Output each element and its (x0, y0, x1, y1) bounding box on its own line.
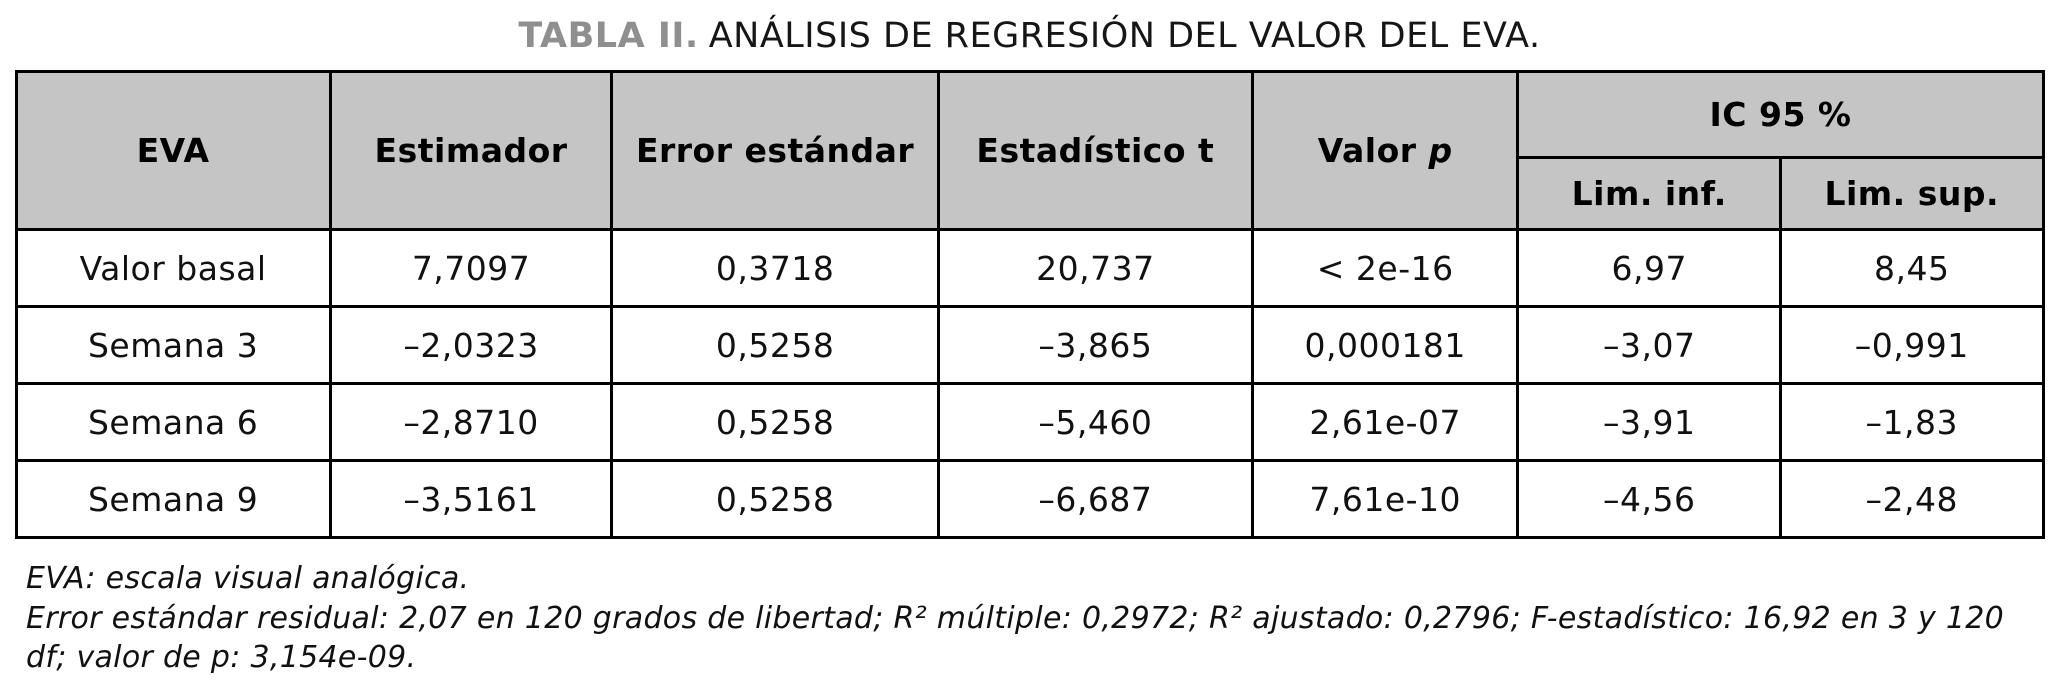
cell-eva: Semana 3 (14, 305, 332, 385)
regression-table: EVA Estimador Error estándar Estadístico… (14, 70, 2045, 539)
footnote-regression-stats: Error estándar residual: 2,07 en 120 gra… (26, 600, 2005, 676)
col-header-estadistico-t: Estadístico t (936, 70, 1254, 231)
table-row-semana-3: Semana 3 –2,0323 0,5258 –3,865 0,000181 … (14, 305, 2045, 385)
cell-estimador: –2,8710 (328, 382, 614, 462)
table-row-valor-basal: Valor basal 7,7097 0,3718 20,737 < 2e-16… (14, 228, 2045, 308)
header-row-1: EVA Estimador Error estándar Estadístico… (14, 70, 2045, 231)
col-header-estimador: Estimador (328, 70, 614, 231)
table-row-semana-6: Semana 6 –2,8710 0,5258 –5,460 2,61e-07 … (14, 382, 2045, 462)
col-header-lim-sup: Lim. sup. (1778, 156, 2045, 231)
cell-lim-inf: –3,07 (1516, 305, 1782, 385)
col-header-eva: EVA (14, 70, 332, 231)
cell-error: 0,5258 (610, 305, 940, 385)
cell-p: 7,61e-10 (1250, 459, 1520, 539)
cell-lim-sup: –2,48 (1778, 459, 2045, 539)
cell-lim-inf: 6,97 (1516, 228, 1782, 308)
col-header-valor-p: Valor p (1250, 70, 1520, 231)
cell-t: 20,737 (936, 228, 1254, 308)
cell-eva: Semana 6 (14, 382, 332, 462)
cell-estimador: –3,5161 (328, 459, 614, 539)
cell-estimador: 7,7097 (328, 228, 614, 308)
col-header-ic95: IC 95 % (1516, 70, 2045, 159)
footnote-eva-definition: EVA: escala visual analógica. (26, 561, 470, 596)
cell-p: 2,61e-07 (1250, 382, 1520, 462)
header-row-2: Lim. inf. Lim. sup. (16, 156, 2045, 231)
cell-estimador: –2,0323 (328, 305, 614, 385)
col-header-error-estandar: Error estándar (610, 70, 940, 231)
cell-error: 0,5258 (610, 382, 940, 462)
cell-eva: Semana 9 (14, 459, 332, 539)
cell-lim-inf: –3,91 (1516, 382, 1782, 462)
cell-p: < 2e-16 (1250, 228, 1520, 308)
table-row-semana-9: Semana 9 –3,5161 0,5258 –6,687 7,61e-10 … (14, 459, 2045, 539)
cell-lim-sup: –1,83 (1778, 382, 2045, 462)
col-header-lim-inf: Lim. inf. (1516, 156, 1782, 231)
table-title: TABLA II. ANÁLISIS DE REGRESIÓN DEL VALOR… (0, 0, 2059, 56)
cell-error: 0,3718 (610, 228, 940, 308)
cell-t: –5,460 (936, 382, 1254, 462)
cell-error: 0,5258 (610, 459, 940, 539)
valor-p-text: Valor (1317, 131, 1417, 170)
footnotes: EVA: escala visual analógica. Error está… (26, 559, 2035, 678)
cell-lim-sup: 8,45 (1778, 228, 2045, 308)
table-title-text: ANÁLISIS DE REGRESIÓN DEL VALOR DEL EVA. (708, 16, 1541, 56)
table-title-label: TABLA II. (518, 16, 699, 56)
cell-lim-sup: –0,991 (1778, 305, 2045, 385)
cell-p: 0,000181 (1250, 305, 1520, 385)
cell-t: –3,865 (936, 305, 1254, 385)
cell-t: –6,687 (936, 459, 1254, 539)
cell-eva: Valor basal (14, 228, 332, 308)
valor-p-italic-letter: p (1428, 131, 1453, 170)
cell-lim-inf: –4,56 (1516, 459, 1782, 539)
